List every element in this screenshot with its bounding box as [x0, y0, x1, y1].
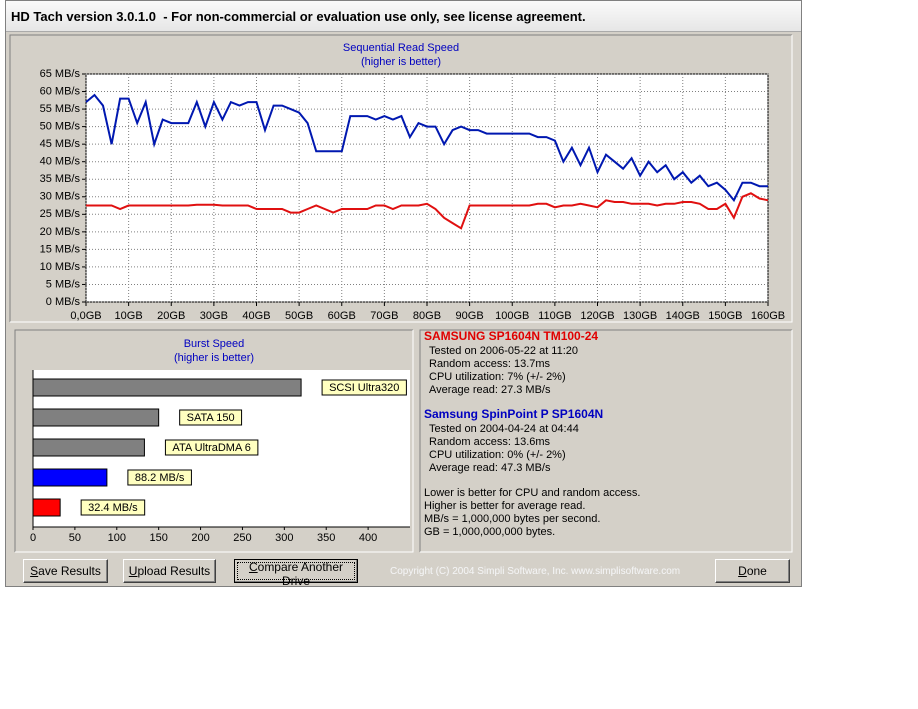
x-tick-label: 40GB	[242, 310, 270, 322]
chart-title: Burst Speed	[184, 338, 245, 350]
panel	[420, 330, 792, 552]
panel-border	[14, 329, 413, 552]
x-tick-label: 130GB	[623, 310, 657, 322]
x-tick-label: 400	[359, 532, 377, 544]
x-tick-label: 140GB	[666, 310, 700, 322]
done-button[interactable]: Done	[715, 559, 790, 583]
bar	[32, 468, 108, 487]
chart-subtitle: (higher is better)	[174, 352, 254, 364]
x-tick-label: 20GB	[157, 310, 185, 322]
x-tick-label: 50GB	[285, 310, 313, 322]
x-tick-label: 150GB	[708, 310, 742, 322]
drive-info: Average read: 27.3 MB/s	[429, 384, 551, 396]
bar	[32, 498, 61, 517]
y-tick-label: 60 MB/s	[40, 85, 81, 97]
note: Higher is better for average read.	[424, 500, 585, 512]
y-tick-label: 40 MB/s	[40, 156, 81, 168]
bar-label: ATA UltraDMA 6	[172, 442, 250, 454]
bar	[32, 438, 145, 457]
x-tick-label: 120GB	[580, 310, 614, 322]
x-tick-label: 60GB	[328, 310, 356, 322]
panel-border	[9, 34, 792, 322]
x-tick-label: 100GB	[495, 310, 529, 322]
x-tick-label: 350	[317, 532, 335, 544]
y-tick-label: 15 MB/s	[40, 243, 81, 255]
y-tick-label: 50 MB/s	[40, 121, 81, 133]
x-tick-label: 160GB	[751, 310, 785, 322]
chart-title: Sequential Read Speed	[343, 42, 459, 54]
bar-label: 32.4 MB/s	[88, 502, 138, 514]
bar-label: SATA 150	[187, 412, 235, 424]
y-tick-label: 20 MB/s	[40, 226, 81, 238]
bar-label: 88.2 MB/s	[135, 472, 185, 484]
chart-subtitle: (higher is better)	[361, 56, 441, 68]
note: MB/s = 1,000,000 bytes per second.	[424, 513, 600, 525]
drive-info: CPU utilization: 0% (+/- 2%)	[429, 449, 566, 461]
x-tick-label: 90GB	[456, 310, 484, 322]
panel-border	[420, 330, 793, 553]
x-tick-label: 200	[191, 532, 209, 544]
bar-label-box	[80, 499, 146, 516]
upload-results-button[interactable]: Upload Results	[123, 559, 216, 583]
drive-info: Tested on 2004-04-24 at 04:44	[429, 423, 579, 435]
bar	[32, 408, 160, 427]
x-tick-label: 0	[30, 532, 36, 544]
drive-info: Random access: 13.6ms	[429, 436, 551, 448]
bar-label-box	[127, 469, 192, 486]
panel-border	[419, 329, 792, 552]
panel-border	[10, 35, 793, 323]
x-tick-label: 70GB	[370, 310, 398, 322]
drive-name: Samsung SpinPoint P SP1604N	[424, 407, 603, 421]
drive-info: Tested on 2006-05-22 at 11:20	[429, 345, 578, 357]
drive-info: Average read: 47.3 MB/s	[429, 462, 551, 474]
x-tick-label: 30GB	[200, 310, 228, 322]
save-results-button[interactable]: Save Results	[23, 559, 108, 583]
compare-button[interactable]: Compare Another Drive	[234, 559, 358, 588]
y-tick-label: 25 MB/s	[40, 208, 81, 220]
drive-info: Random access: 13.7ms	[429, 358, 551, 370]
y-tick-label: 55 MB/s	[40, 103, 81, 115]
x-tick-label: 250	[233, 532, 251, 544]
y-tick-label: 35 MB/s	[40, 173, 81, 185]
data-line	[85, 93, 768, 203]
y-tick-label: 30 MB/s	[40, 191, 81, 203]
bar-label-box	[321, 379, 407, 396]
y-tick-label: 65 MB/s	[40, 68, 81, 80]
x-tick-label: 150	[149, 532, 167, 544]
y-tick-label: 45 MB/s	[40, 138, 81, 150]
x-tick-label: 100	[108, 532, 126, 544]
x-tick-label: 80GB	[413, 310, 441, 322]
bar	[32, 378, 302, 397]
data-line	[86, 192, 769, 230]
title-bar: HD Tach version 3.0.1.0 - For non-commer…	[6, 1, 801, 32]
x-tick-label: 110GB	[538, 310, 571, 322]
window-title: HD Tach version 3.0.1.0 - For non-commer…	[11, 9, 586, 24]
note: GB = 1,000,000,000 bytes.	[424, 526, 555, 538]
drive-info: CPU utilization: 7% (+/- 2%)	[429, 371, 566, 383]
x-tick-label: 300	[275, 532, 293, 544]
x-tick-label: 10GB	[115, 310, 143, 322]
bar-label: SCSI Ultra320	[329, 382, 399, 394]
drive-name: SAMSUNG SP1604N TM100-24	[424, 329, 598, 343]
note: Lower is better for CPU and random acces…	[424, 487, 640, 499]
bar-label-box	[179, 409, 243, 426]
x-tick-label: 0,0GB	[70, 310, 101, 322]
y-tick-label: 0 MB/s	[46, 296, 81, 308]
y-tick-label: 5 MB/s	[46, 278, 81, 290]
bar-label-box	[164, 439, 259, 456]
panel-border	[15, 330, 414, 553]
x-tick-label: 50	[69, 532, 81, 544]
y-tick-label: 10 MB/s	[40, 261, 81, 273]
copyright: Copyright (C) 2004 Simpli Software, Inc.…	[390, 566, 681, 577]
